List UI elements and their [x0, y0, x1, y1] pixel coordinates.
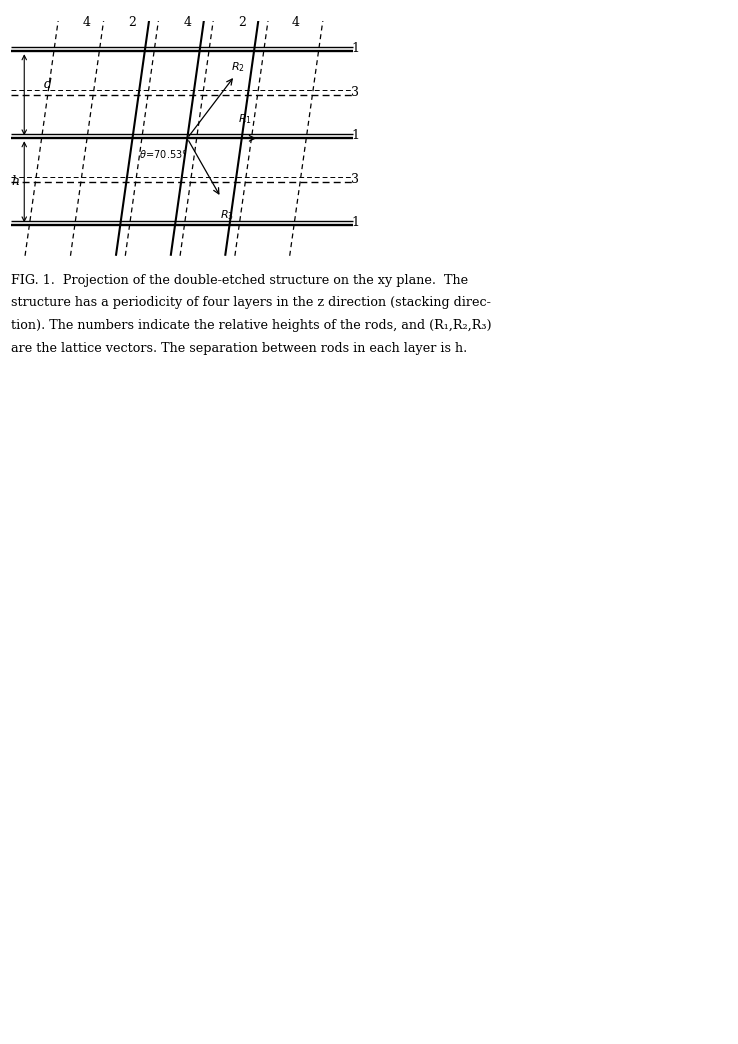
Text: $R_2$: $R_2$	[231, 61, 245, 74]
Text: 3: 3	[351, 86, 359, 99]
Text: $R_3$: $R_3$	[220, 208, 234, 221]
Text: tion). The numbers indicate the relative heights of the rods, and (R₁,R₂,R₃): tion). The numbers indicate the relative…	[11, 319, 492, 332]
Text: are the lattice vectors. The separation between rods in each layer is h.: are the lattice vectors. The separation …	[11, 342, 467, 355]
Text: 2: 2	[238, 16, 246, 29]
Text: FIG. 1.  Projection of the double-etched structure on the xy plane.  The: FIG. 1. Projection of the double-etched …	[11, 274, 468, 286]
Text: $R_1$: $R_1$	[238, 113, 252, 126]
Text: 3: 3	[351, 173, 359, 186]
Text: 1: 1	[351, 129, 359, 142]
Text: h: h	[11, 175, 19, 188]
Text: 4: 4	[183, 16, 191, 29]
Text: structure has a periodicity of four layers in the z direction (stacking direc-: structure has a periodicity of four laye…	[11, 296, 491, 309]
Text: 1: 1	[351, 216, 359, 230]
Text: $\theta\!=\!70.53°$: $\theta\!=\!70.53°$	[139, 148, 187, 160]
Text: 4: 4	[83, 16, 91, 29]
Text: 4: 4	[292, 16, 300, 29]
Text: 2: 2	[128, 16, 137, 29]
Text: 1: 1	[351, 43, 359, 55]
Text: d: d	[44, 78, 52, 91]
